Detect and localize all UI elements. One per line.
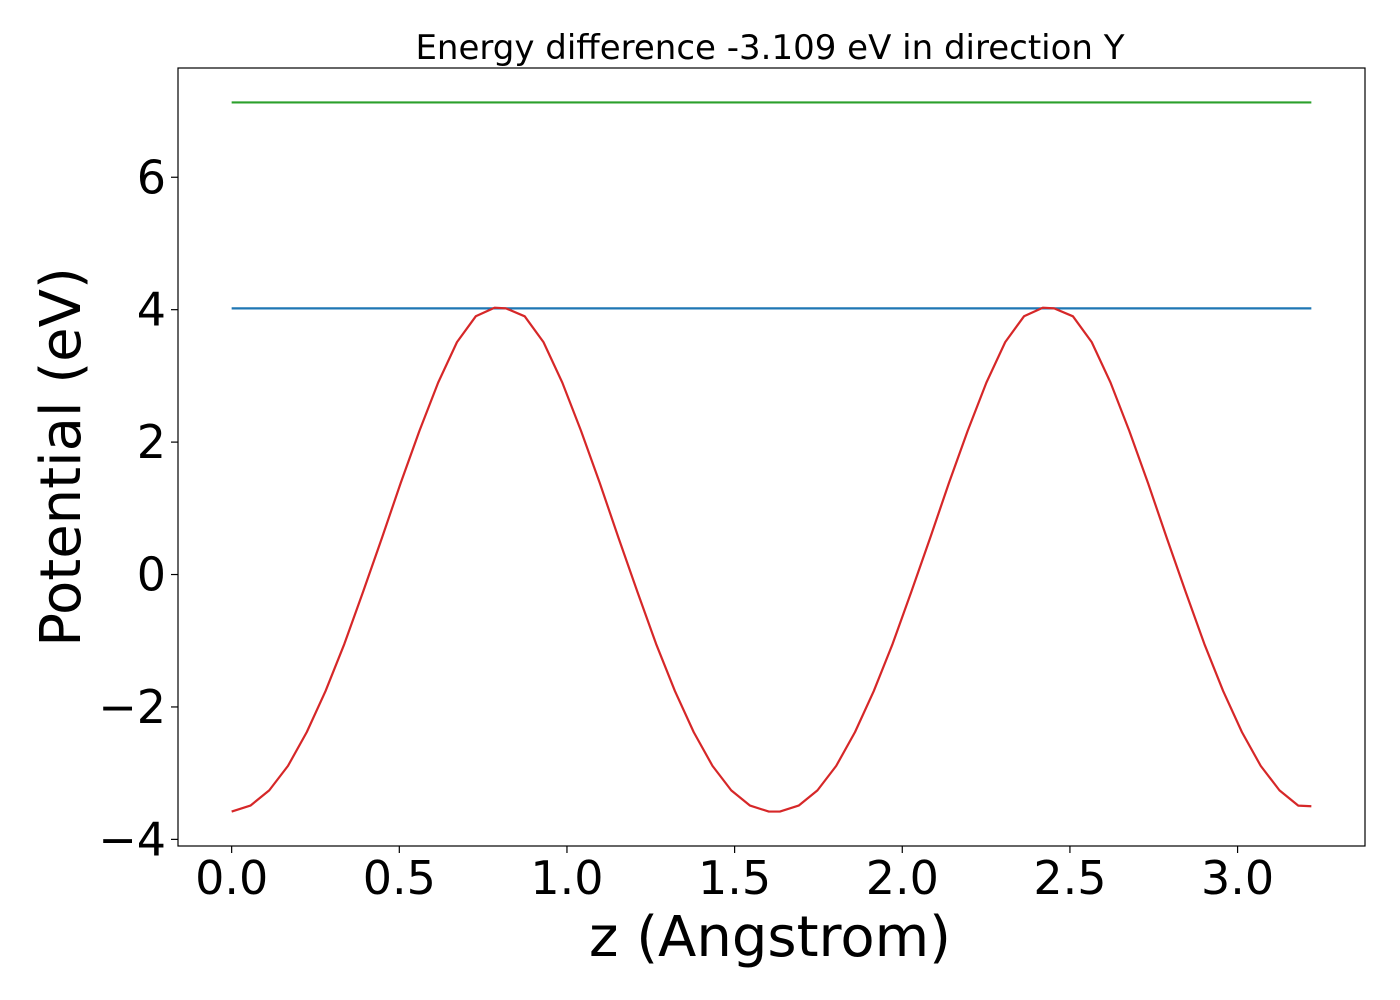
x-tick-label: 2.0 [866,851,939,905]
plot-frame [177,67,1366,847]
x-tick-label: 0.5 [363,851,436,905]
series-group [231,101,1312,813]
series-line-3 [231,306,1312,813]
y-tick-label: 6 [137,150,166,204]
y-tick-label: 0 [137,548,166,602]
x-tick-label: 3.0 [1201,851,1274,905]
x-axis-label: z (Angstrom) [589,905,951,970]
x-tick-label: 1.0 [530,851,603,905]
y-tick-label: −2 [98,680,166,734]
y-tick-label: 2 [137,415,166,469]
x-tick-label: 0.0 [195,851,268,905]
x-axis: 0.0 0.5 1.0 1.5 2.0 2.5 3.0 [195,846,1274,905]
x-tick-label: 2.5 [1033,851,1106,905]
y-tick-label: −4 [98,812,166,866]
y-axis: −4 −2 0 2 4 6 [98,150,178,866]
y-tick-label: 4 [137,283,166,337]
x-tick-label: 1.5 [698,851,771,905]
y-axis-label: Potential (eV) [29,267,94,647]
chart-title: Energy difference -3.109 eV in direction… [415,28,1124,68]
